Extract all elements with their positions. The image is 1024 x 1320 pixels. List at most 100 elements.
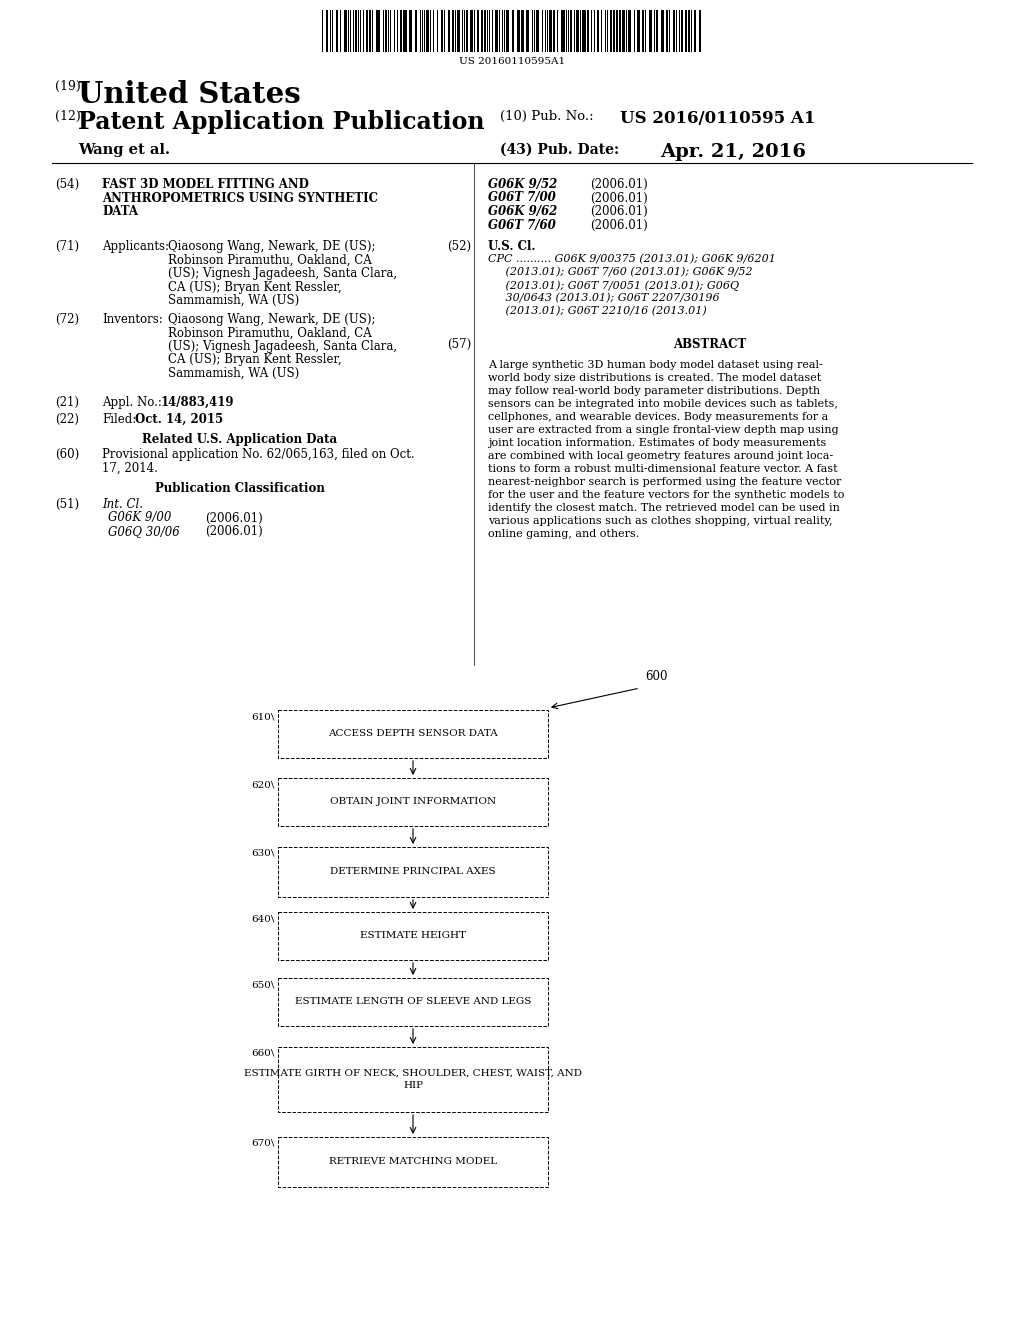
Text: (21): (21) <box>55 396 79 409</box>
Text: Qiaosong Wang, Newark, DE (US);: Qiaosong Wang, Newark, DE (US); <box>168 313 376 326</box>
Bar <box>400 11 402 51</box>
Text: Int. Cl.: Int. Cl. <box>102 498 143 511</box>
Text: (57): (57) <box>447 338 471 351</box>
Text: sensors can be integrated into mobile devices such as tablets,: sensors can be integrated into mobile de… <box>488 399 838 409</box>
Text: (US); Vignesh Jagadeesh, Santa Clara,: (US); Vignesh Jagadeesh, Santa Clara, <box>168 341 397 352</box>
Bar <box>618 11 621 51</box>
Text: U.S. Cl.: U.S. Cl. <box>488 240 536 253</box>
Text: CA (US); Bryan Kent Ressler,: CA (US); Bryan Kent Ressler, <box>168 354 342 367</box>
Text: for the user and the feature vectors for the synthetic models to: for the user and the feature vectors for… <box>488 490 845 500</box>
Text: Patent Application Publication: Patent Application Publication <box>78 110 484 135</box>
Bar <box>385 11 387 51</box>
Text: 600: 600 <box>645 671 668 682</box>
Text: (72): (72) <box>55 313 79 326</box>
Bar <box>512 11 514 51</box>
Text: 620\: 620\ <box>252 780 275 789</box>
Text: (60): (60) <box>55 447 79 461</box>
Text: Provisional application No. 62/065,163, filed on Oct.: Provisional application No. 62/065,163, … <box>102 447 415 461</box>
Bar <box>326 11 328 51</box>
Text: OBTAIN JOINT INFORMATION: OBTAIN JOINT INFORMATION <box>330 797 496 807</box>
Text: G06K 9/00: G06K 9/00 <box>108 511 171 524</box>
Bar <box>376 11 380 51</box>
Bar <box>452 11 454 51</box>
Text: 660\: 660\ <box>252 1049 275 1059</box>
Text: (2006.01): (2006.01) <box>590 191 648 205</box>
Bar <box>278 777 548 826</box>
Text: user are extracted from a single frontal-view depth map using: user are extracted from a single frontal… <box>488 425 839 436</box>
Text: (10) Pub. No.:: (10) Pub. No.: <box>500 110 594 123</box>
Bar <box>597 11 599 51</box>
Text: (2006.01): (2006.01) <box>205 511 263 524</box>
Text: world body size distributions is created. The model dataset: world body size distributions is created… <box>488 374 821 383</box>
Bar <box>457 11 460 51</box>
Text: (52): (52) <box>447 240 471 253</box>
Text: (54): (54) <box>55 178 79 191</box>
Text: 640\: 640\ <box>252 913 275 923</box>
Bar <box>278 1137 548 1187</box>
Text: 610\: 610\ <box>252 711 275 721</box>
Bar <box>673 11 675 51</box>
Bar <box>649 11 652 51</box>
Bar <box>536 11 539 51</box>
Bar <box>278 978 548 1026</box>
Bar <box>628 11 631 51</box>
Bar <box>587 11 589 51</box>
Bar <box>278 710 548 758</box>
Bar <box>575 11 579 51</box>
Bar <box>441 11 443 51</box>
Text: US 20160110595A1: US 20160110595A1 <box>459 57 565 66</box>
Bar <box>278 1047 548 1111</box>
Text: (2006.01): (2006.01) <box>205 525 263 539</box>
Text: online gaming, and others.: online gaming, and others. <box>488 529 639 539</box>
Text: (51): (51) <box>55 498 79 511</box>
Text: (22): (22) <box>55 413 79 426</box>
Text: DATA: DATA <box>102 205 138 218</box>
Bar <box>484 11 486 51</box>
Text: ANTHROPOMETRICS USING SYNTHETIC: ANTHROPOMETRICS USING SYNTHETIC <box>102 191 378 205</box>
Text: HIP: HIP <box>403 1081 423 1090</box>
Text: CA (US); Bryan Kent Ressler,: CA (US); Bryan Kent Ressler, <box>168 281 342 293</box>
Bar <box>517 11 520 51</box>
Text: ESTIMATE LENGTH OF SLEEVE AND LEGS: ESTIMATE LENGTH OF SLEEVE AND LEGS <box>295 998 531 1006</box>
Text: ESTIMATE GIRTH OF NECK, SHOULDER, CHEST, WAIST, AND: ESTIMATE GIRTH OF NECK, SHOULDER, CHEST,… <box>244 1068 582 1077</box>
Bar <box>613 11 615 51</box>
Text: (43) Pub. Date:: (43) Pub. Date: <box>500 143 620 157</box>
Text: Publication Classification: Publication Classification <box>155 482 325 495</box>
Text: 630\: 630\ <box>252 849 275 858</box>
Text: 14/883,419: 14/883,419 <box>161 396 234 409</box>
Bar <box>662 11 664 51</box>
Text: (71): (71) <box>55 240 79 253</box>
Text: Related U.S. Application Data: Related U.S. Application Data <box>142 433 338 446</box>
Bar <box>278 847 548 898</box>
Text: US 2016/0110595 A1: US 2016/0110595 A1 <box>620 110 815 127</box>
Text: Sammamish, WA (US): Sammamish, WA (US) <box>168 367 299 380</box>
Text: Oct. 14, 2015: Oct. 14, 2015 <box>135 413 223 426</box>
Text: G06Q 30/06: G06Q 30/06 <box>108 525 180 539</box>
Text: 650\: 650\ <box>252 979 275 989</box>
Text: 30/0643 (2013.01); G06T 2207/30196: 30/0643 (2013.01); G06T 2207/30196 <box>488 293 720 304</box>
Bar <box>553 11 555 51</box>
Text: Qiaosong Wang, Newark, DE (US);: Qiaosong Wang, Newark, DE (US); <box>168 240 376 253</box>
Bar <box>637 11 640 51</box>
Text: (19): (19) <box>55 81 81 92</box>
Text: Robinson Piramuthu, Oakland, CA: Robinson Piramuthu, Oakland, CA <box>168 326 372 339</box>
Text: G06T 7/00: G06T 7/00 <box>488 191 556 205</box>
Bar <box>694 11 696 51</box>
Text: G06K 9/62: G06K 9/62 <box>488 205 557 218</box>
Bar <box>666 11 668 51</box>
Text: are combined with local geometry features around joint loca-: are combined with local geometry feature… <box>488 451 834 461</box>
Text: Apr. 21, 2016: Apr. 21, 2016 <box>660 143 806 161</box>
Text: Robinson Piramuthu, Oakland, CA: Robinson Piramuthu, Oakland, CA <box>168 253 372 267</box>
Text: (12): (12) <box>55 110 81 123</box>
Text: G06T 7/60: G06T 7/60 <box>488 219 556 231</box>
Bar <box>470 11 473 51</box>
Text: may follow real-world body parameter distributions. Depth: may follow real-world body parameter dis… <box>488 385 820 396</box>
Bar <box>403 11 407 51</box>
Text: Wang et al.: Wang et al. <box>78 143 170 157</box>
Text: Filed:: Filed: <box>102 413 136 426</box>
Bar <box>688 11 690 51</box>
Text: CPC .......... G06K 9/00375 (2013.01); G06K 9/6201: CPC .......... G06K 9/00375 (2013.01); G… <box>488 253 776 264</box>
Text: (US); Vignesh Jagadeesh, Santa Clara,: (US); Vignesh Jagadeesh, Santa Clara, <box>168 267 397 280</box>
Text: (2013.01); G06T 7/0051 (2013.01); G06Q: (2013.01); G06T 7/0051 (2013.01); G06Q <box>488 280 739 290</box>
Bar <box>656 11 658 51</box>
